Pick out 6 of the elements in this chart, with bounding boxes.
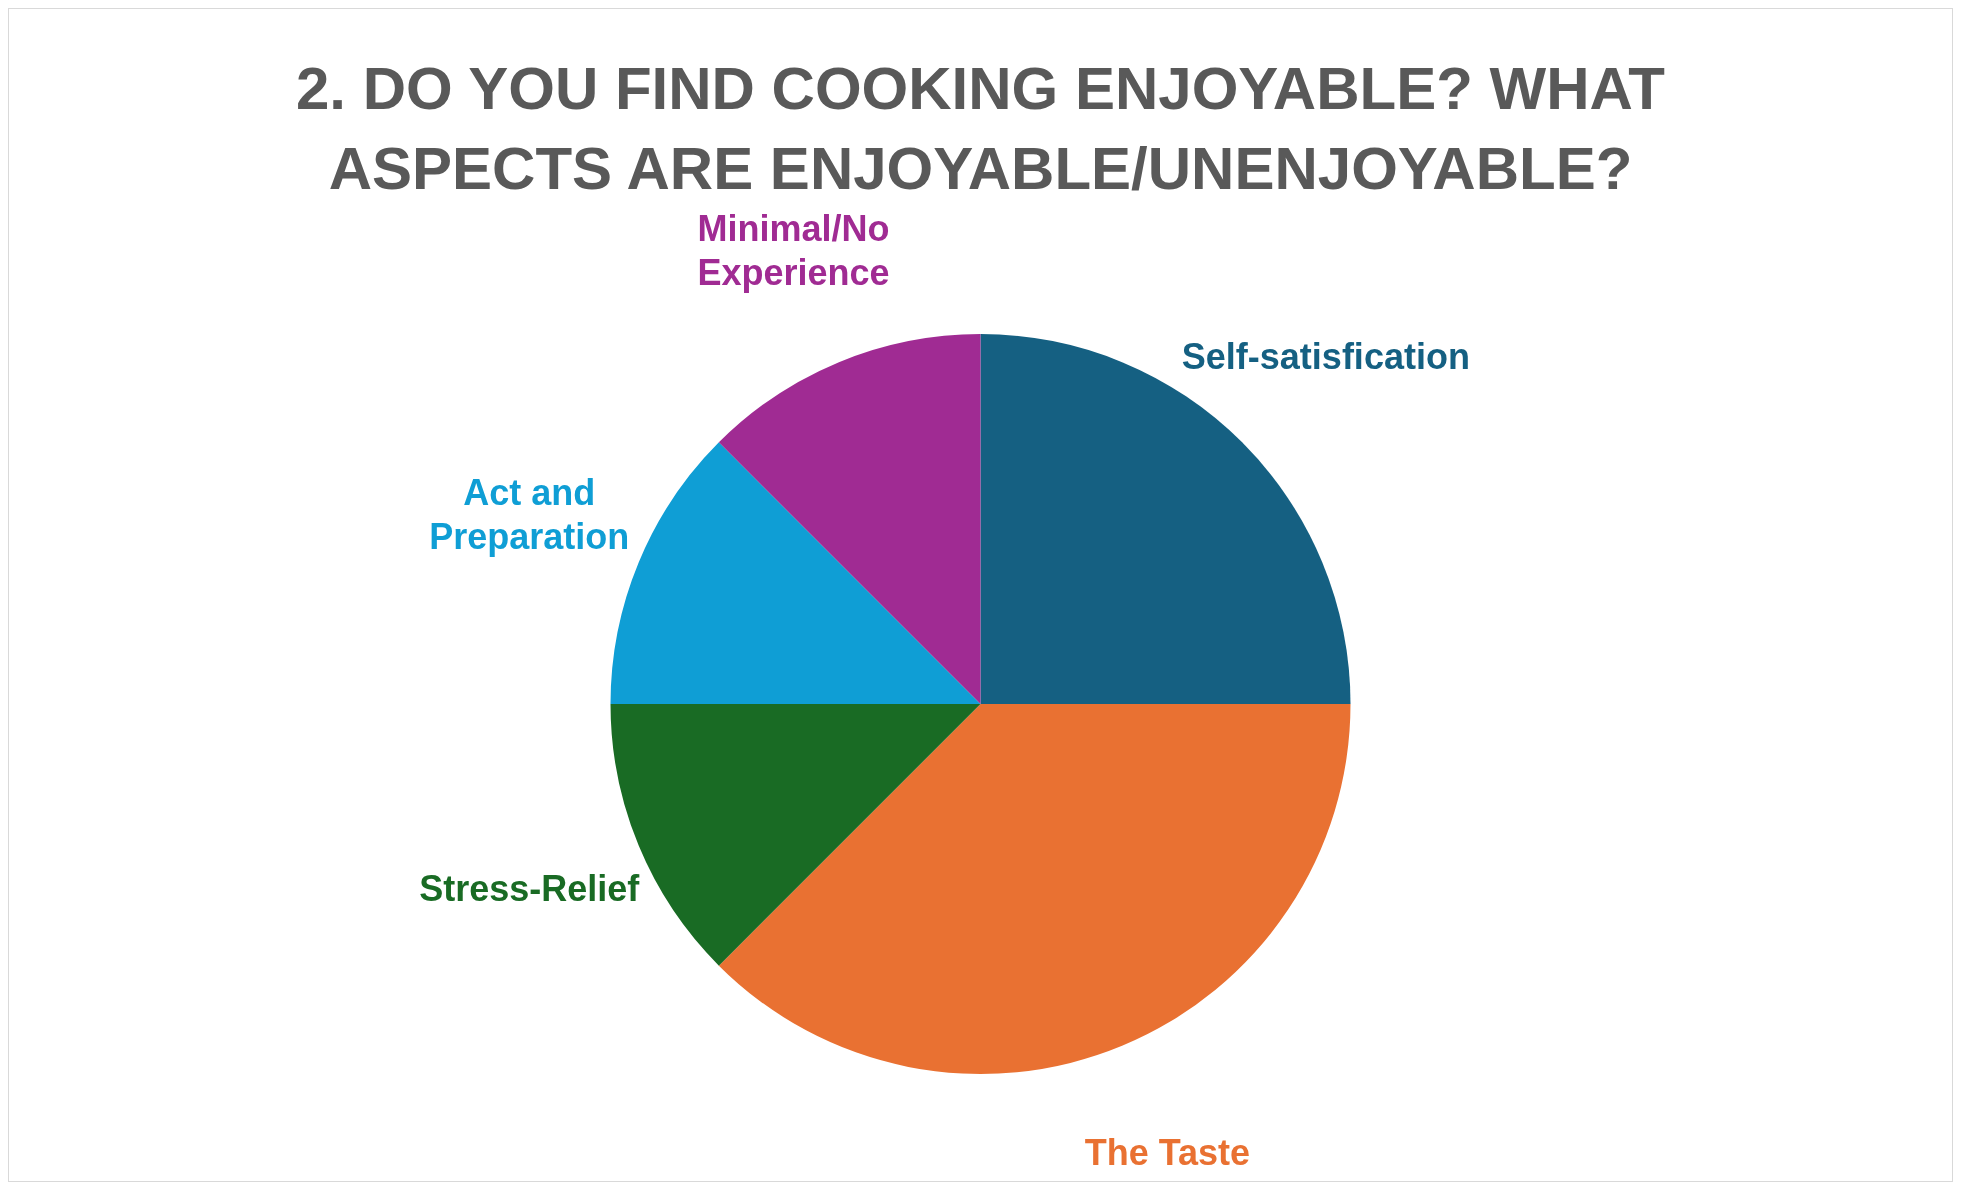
- slice-label: Act and Preparation: [429, 472, 630, 558]
- slice-label: Self-satisfication: [1181, 335, 1470, 377]
- slice-label: Minimal/No Experience: [697, 207, 890, 293]
- chart-title: 2. DO YOU FIND COOKING ENJOYABLE? WHAT ASPECTS ARE ENJOYABLE/UNENJOYABLE?: [295, 54, 1666, 204]
- slice-label: The Taste: [1084, 1132, 1251, 1174]
- slice-label: Stress-Relief: [419, 867, 641, 909]
